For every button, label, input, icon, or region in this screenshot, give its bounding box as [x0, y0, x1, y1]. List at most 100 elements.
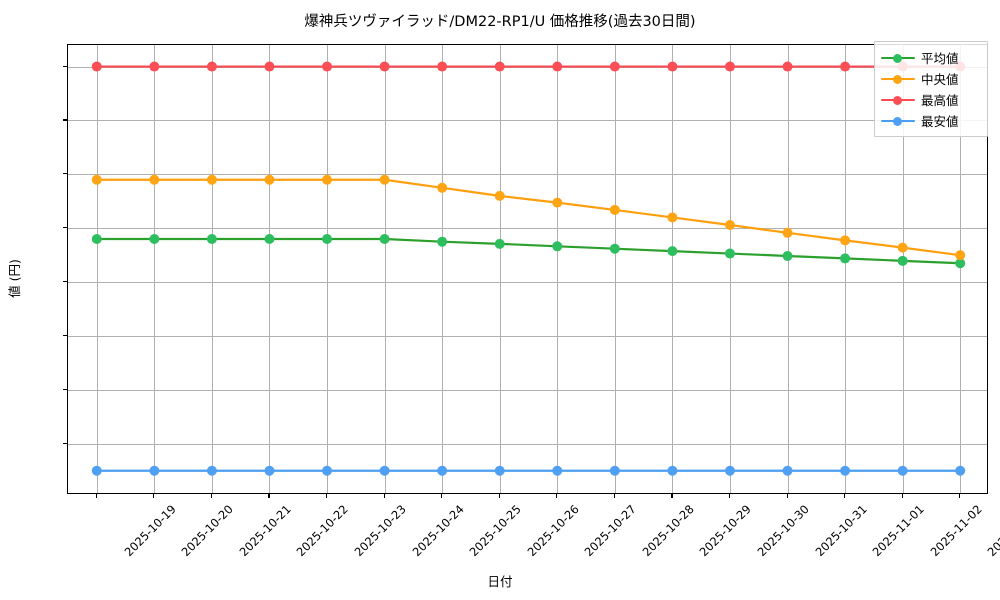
data-point-marker	[322, 465, 333, 476]
x-axis-tick-mark	[326, 494, 328, 498]
data-point-marker	[782, 227, 793, 238]
data-point-marker	[264, 234, 275, 245]
gridline-vertical	[672, 45, 674, 493]
x-axis-tick-mark	[613, 494, 615, 498]
data-point-marker	[724, 220, 735, 230]
series-line	[95, 237, 962, 265]
x-axis-tick-mark	[959, 494, 961, 498]
x-axis-tick-label: 2025-11-03	[984, 502, 1000, 560]
legend-item-label: 最安値	[921, 114, 959, 129]
legend-item-中央値[interactable]: 中央値	[881, 68, 981, 89]
x-axis-tick-mark	[786, 494, 788, 498]
data-point-marker	[149, 174, 160, 185]
legend-swatch-icon	[881, 115, 915, 127]
data-point-marker	[322, 61, 333, 72]
gridline-vertical	[154, 45, 156, 493]
x-axis-tick-label: 2025-11-01	[869, 502, 927, 560]
x-axis-tick-label: 2025-10-23	[351, 502, 409, 560]
legend-swatch-icon	[881, 52, 915, 64]
data-point-marker	[149, 465, 160, 476]
gridline-vertical	[902, 45, 904, 493]
legend-swatch-icon	[881, 94, 915, 106]
data-point-marker	[609, 465, 620, 476]
gridline-horizontal	[68, 443, 987, 445]
legend-item-平均値[interactable]: 平均値	[881, 47, 981, 68]
data-point-marker	[322, 234, 333, 245]
x-axis-tick-mark	[210, 494, 212, 498]
y-axis-tick-mark	[63, 335, 67, 337]
gridline-vertical	[729, 45, 731, 493]
chart-title: 爆神兵ツヴァイラッド/DM22-RP1/U 価格推移(過去30日間)	[304, 14, 696, 30]
gridline-horizontal	[68, 389, 987, 391]
x-axis-tick-mark	[498, 494, 500, 498]
x-axis-tick-label: 2025-10-19	[121, 502, 179, 560]
x-axis-tick-label: 2025-10-21	[236, 502, 294, 560]
x-axis-tick-label: 2025-10-30	[754, 502, 812, 560]
gridline-horizontal	[68, 228, 987, 230]
data-point-marker	[91, 465, 102, 476]
data-point-marker	[667, 465, 678, 476]
data-point-marker	[494, 465, 505, 476]
data-point-marker	[149, 61, 160, 72]
x-axis-tick-label: 2025-10-25	[466, 502, 524, 560]
gridline-vertical	[787, 45, 789, 493]
data-point-marker	[322, 174, 333, 185]
data-point-marker	[897, 465, 908, 476]
data-point-marker	[955, 258, 966, 269]
y-axis-tick-mark	[63, 442, 67, 444]
data-point-marker	[955, 250, 966, 261]
series-中央値	[91, 174, 966, 261]
x-axis-tick-label: 2025-10-28	[639, 502, 697, 560]
x-axis-tick-mark	[268, 494, 270, 498]
data-point-marker	[149, 234, 160, 245]
x-axis-tick-mark	[556, 494, 558, 498]
data-point-marker	[437, 182, 448, 193]
data-point-marker	[206, 174, 217, 185]
data-point-marker	[552, 61, 563, 72]
data-point-marker	[782, 250, 793, 261]
gridline-vertical	[960, 45, 962, 493]
legend-item-label: 最高値	[921, 93, 959, 108]
data-point-marker	[264, 174, 275, 185]
data-point-marker	[724, 248, 735, 259]
data-point-marker	[840, 235, 851, 246]
x-axis-tick-label: 2025-10-27	[581, 502, 640, 560]
data-point-marker	[609, 243, 620, 254]
legend-item-最安値[interactable]: 最安値	[881, 110, 981, 131]
data-point-marker	[91, 61, 102, 72]
data-point-marker	[494, 238, 505, 249]
x-axis-tick-label: 2025-10-29	[696, 502, 755, 560]
data-point-marker	[91, 174, 102, 185]
data-point-marker	[552, 197, 563, 208]
data-point-marker	[667, 61, 678, 72]
data-point-marker	[840, 61, 851, 72]
x-axis-tick-label: 2025-10-26	[524, 502, 582, 560]
legend-item-最高値[interactable]: 最高値	[881, 89, 981, 110]
data-point-marker	[552, 241, 563, 252]
data-point-marker	[494, 61, 505, 72]
data-point-marker	[667, 212, 678, 223]
x-axis-tick-mark	[95, 494, 97, 498]
gridline-horizontal	[68, 282, 987, 284]
data-point-marker	[206, 465, 217, 476]
gridline-vertical	[327, 45, 329, 493]
series-最高値	[91, 61, 966, 72]
gridline-vertical	[269, 45, 271, 493]
x-axis-label: 日付	[487, 574, 513, 589]
x-axis-tick-mark	[153, 494, 155, 498]
data-point-marker	[437, 236, 448, 247]
data-point-marker	[724, 465, 735, 476]
series-平均値	[91, 234, 966, 269]
data-series-layer	[91, 61, 966, 476]
y-axis-tick-mark	[63, 388, 67, 390]
y-axis-tick-mark	[63, 65, 67, 67]
gridline-vertical	[96, 45, 98, 493]
legend-item-label: 中央値	[921, 72, 959, 87]
data-point-marker	[264, 61, 275, 72]
x-axis-tick-mark	[844, 494, 846, 498]
data-point-marker	[437, 465, 448, 476]
y-axis-tick-mark	[63, 281, 67, 283]
x-axis-tick-label: 2025-10-24	[409, 502, 467, 560]
series-最安値	[91, 465, 966, 476]
